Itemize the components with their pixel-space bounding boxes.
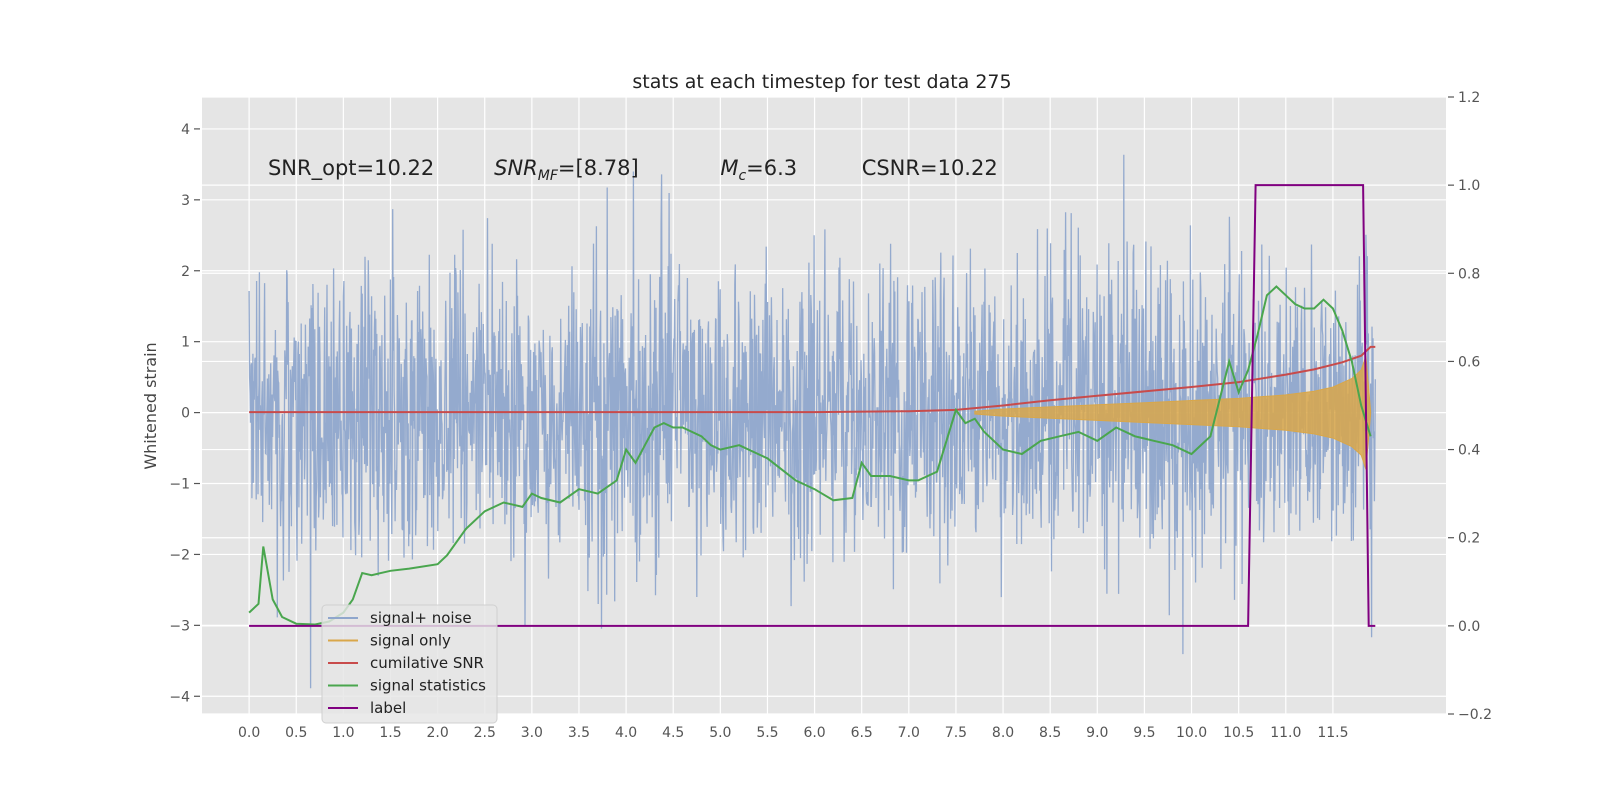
legend-entry: signal+ noise	[370, 609, 472, 627]
cumilative-snr-line	[249, 345, 1376, 414]
y-tick-label: −2	[169, 547, 190, 563]
y2-tick-label: 0.4	[1458, 443, 1480, 459]
x-tick-label: 1.0	[332, 725, 354, 741]
x-tick-label: 3.5	[568, 725, 590, 741]
annotation: SNR_opt=10.22	[268, 156, 434, 181]
signal-only-series	[974, 355, 1372, 470]
y-axis-right: −0.2 0.0 0.2 0.4 0.6 0.8 1.0 1.2	[1448, 90, 1492, 723]
y2-tick-label: −0.2	[1458, 707, 1492, 723]
annotations: SNR_opt=10.22 SNRMF=[8.78] Mc=6.3 CSNR=10.2…	[268, 156, 998, 184]
y-tick-label: 2	[181, 264, 190, 280]
x-tick-label: 3.0	[521, 725, 543, 741]
legend-box	[321, 604, 498, 724]
x-tick-label: 6.5	[851, 725, 873, 741]
annotation: SNRMF=[8.78]	[494, 156, 639, 184]
x-tick-label: 11.5	[1317, 725, 1348, 741]
x-tick-label: 9.0	[1086, 725, 1108, 741]
y-tick-label: −1	[169, 477, 190, 493]
annotation: Mc=6.3	[720, 156, 797, 184]
x-tick-label: 5.0	[709, 725, 731, 741]
x-tick-label: 5.5	[756, 725, 778, 741]
signal-only-envelope	[974, 355, 1372, 470]
legend-entry: label	[370, 699, 406, 717]
y2-tick-label: 0.8	[1458, 266, 1480, 282]
x-tick-label: 10.0	[1176, 725, 1207, 741]
legend-entry: signal only	[370, 632, 451, 650]
label-line	[249, 184, 1376, 627]
x-tick-label: 8.0	[992, 725, 1014, 741]
y2-tick-label: 0.2	[1458, 531, 1480, 547]
x-tick-label: 2.0	[426, 725, 448, 741]
y-tick-label: 1	[181, 335, 190, 351]
x-tick-label: 9.5	[1133, 725, 1155, 741]
y-tick-label: 3	[181, 193, 190, 209]
x-tick-label: 7.0	[898, 725, 920, 741]
x-tick-label: 4.5	[662, 725, 684, 741]
x-tick-label: 0.0	[238, 725, 260, 741]
line-series	[248, 184, 1376, 627]
y-axis-label: Whitened strain	[141, 342, 160, 469]
signal-statistics-line	[248, 285, 1372, 626]
signal-noise-line	[248, 154, 1376, 689]
y2-tick-label: 0.0	[1458, 619, 1480, 635]
y2-tick-label: 0.6	[1458, 354, 1480, 370]
chart-title: stats at each timestep for test data 275	[632, 71, 1011, 93]
legend-entry: signal statistics	[370, 677, 486, 695]
signal-noise-series	[248, 154, 1376, 689]
y-tick-label: −4	[169, 689, 190, 705]
legend: signal+ noise signal only cumilative SNR si…	[321, 604, 498, 724]
x-axis: 0.0 0.5 1.0 1.5 2.0 2.5 3.0 3.5 4.0 4.5 5.0 5.5 6.0 6…	[238, 725, 1349, 741]
legend-entry: cumilative SNR	[370, 654, 484, 672]
y-tick-label: 4	[181, 122, 190, 138]
x-tick-label: 11.0	[1270, 725, 1301, 741]
x-tick-label: 0.5	[285, 725, 307, 741]
y-tick-label: −3	[169, 618, 190, 634]
y2-tick-label: 1.2	[1458, 90, 1480, 106]
annotation: CSNR=10.22	[862, 156, 998, 180]
x-tick-label: 4.0	[615, 725, 637, 741]
y-axis-left: −4 −3 −2 −1 0 1 2 3 4	[169, 122, 200, 705]
y-tick-label: 0	[181, 406, 190, 422]
x-tick-label: 8.5	[1039, 725, 1061, 741]
x-tick-label: 2.5	[474, 725, 496, 741]
x-tick-label: 7.5	[945, 725, 967, 741]
x-tick-label: 1.5	[379, 725, 401, 741]
x-tick-label: 10.5	[1223, 725, 1254, 741]
x-tick-label: 6.0	[803, 725, 825, 741]
y2-tick-label: 1.0	[1458, 178, 1480, 194]
